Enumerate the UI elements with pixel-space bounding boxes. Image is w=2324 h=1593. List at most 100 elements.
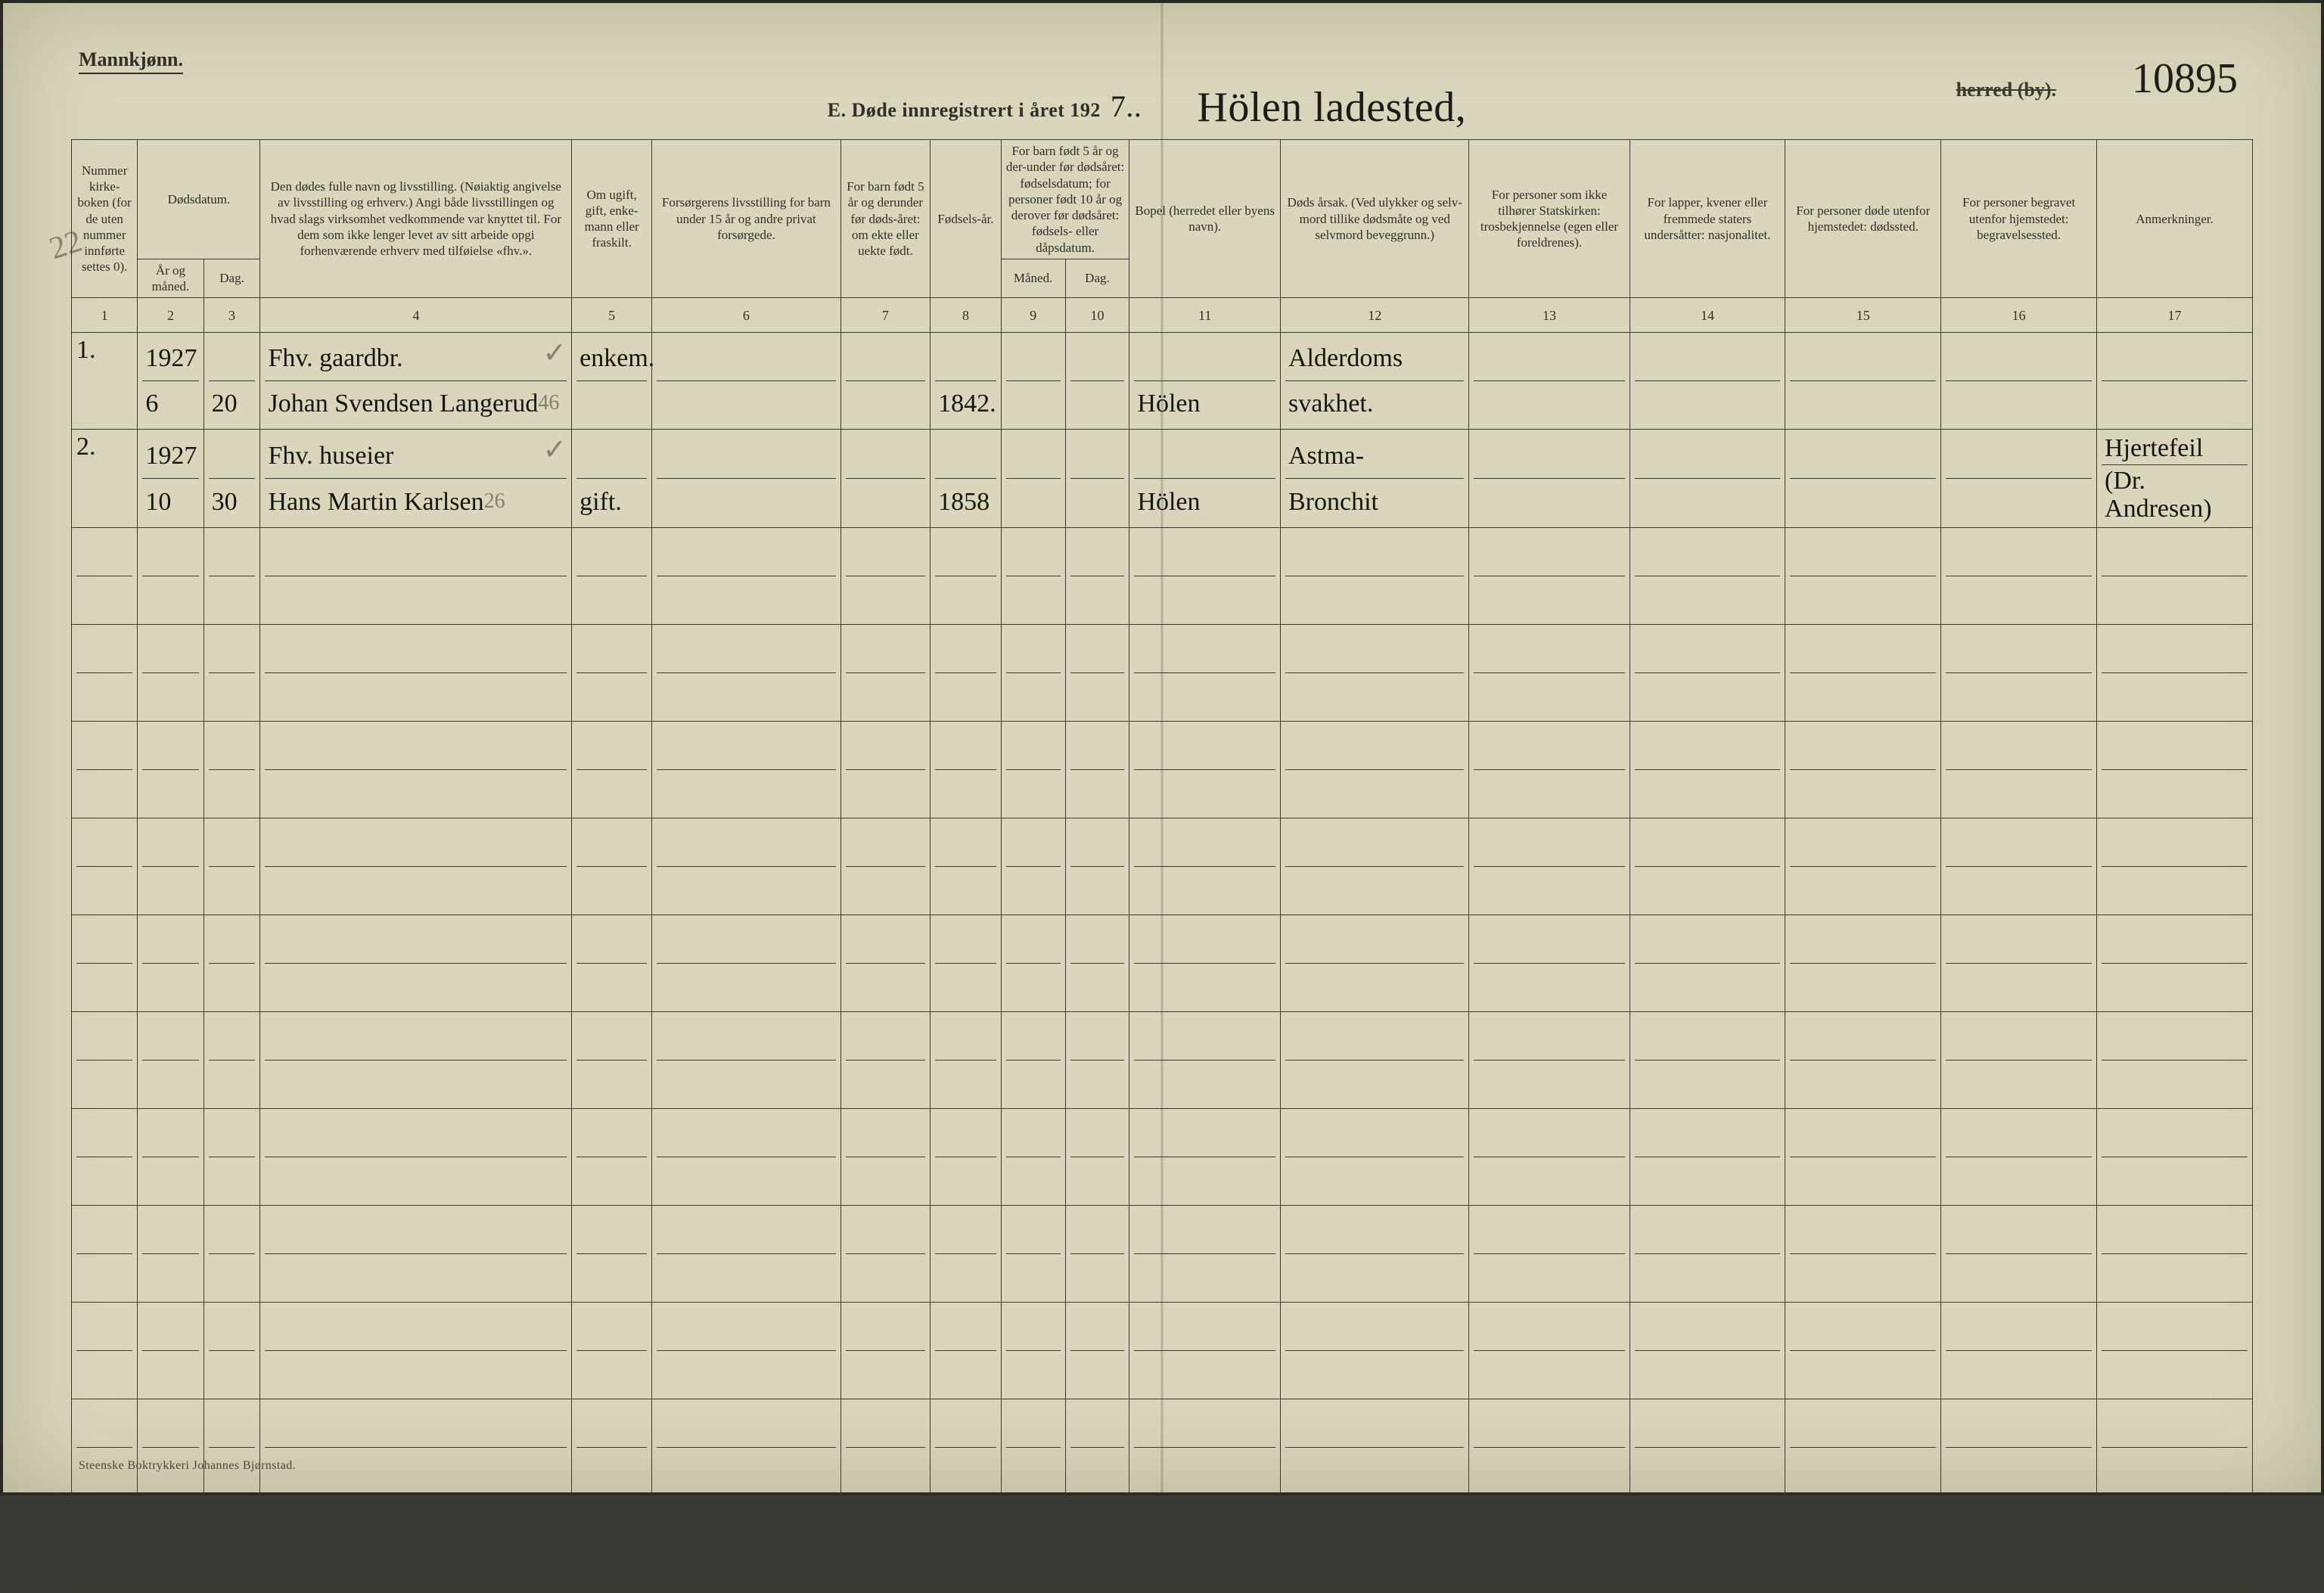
cell-blank	[1630, 528, 1785, 625]
cell-blank	[1065, 528, 1129, 625]
cell-blank	[572, 1399, 652, 1496]
cell-blank	[72, 625, 138, 722]
cell-notes	[2097, 333, 2253, 430]
cell-blank	[840, 528, 931, 625]
cell-blank	[1280, 528, 1468, 625]
cell-blank	[1785, 1206, 1941, 1303]
cell-blank	[260, 528, 572, 625]
cell-num: 1.	[72, 333, 138, 430]
cell-blank	[931, 1012, 1002, 1109]
cell-blank	[2097, 915, 2253, 1012]
cell-blank	[1129, 722, 1281, 818]
cell-blank	[652, 1206, 840, 1303]
cell-blank	[840, 1206, 931, 1303]
cell-top: Alderdoms	[1288, 344, 1403, 372]
cell-blank	[1785, 1303, 1941, 1399]
cell-blank	[1785, 1496, 1941, 1593]
cell-c15	[1785, 430, 1941, 528]
cell-blank	[260, 1012, 572, 1109]
col-header: Om ugift, gift, enke-mann eller fraskilt…	[572, 140, 652, 298]
table-row-blank	[72, 625, 2253, 722]
col-header: Den dødes fulle navn og livsstilling. (N…	[260, 140, 572, 298]
cell-blank	[2097, 528, 2253, 625]
cell-blank	[1785, 625, 1941, 722]
cell-blank	[1280, 1012, 1468, 1109]
cell-blank	[840, 818, 931, 915]
cell-blank	[1129, 1206, 1281, 1303]
cell-blank	[572, 1109, 652, 1206]
cell-blank	[138, 1399, 204, 1496]
cell-blank	[260, 1109, 572, 1206]
cell-top: Fhv. gaardbr.	[268, 344, 402, 372]
cell-blank	[931, 818, 1002, 915]
cell-blank	[572, 722, 652, 818]
cell-blank	[1941, 818, 2097, 915]
cell-blank	[1785, 1012, 1941, 1109]
table-row-blank	[72, 722, 2253, 818]
colnum: 14	[1630, 298, 1785, 333]
check-icon: ✓	[542, 336, 567, 372]
cell-blank	[138, 625, 204, 722]
cell-blank	[1001, 1012, 1065, 1109]
cell-blank	[1280, 1206, 1468, 1303]
cell-blank	[931, 1206, 1002, 1303]
cell-blank	[1469, 528, 1630, 625]
year-handwritten: 7..	[1111, 89, 1142, 123]
cell-top: Fhv. huseier	[268, 442, 393, 470]
cell-blank	[1129, 1303, 1281, 1399]
cell-name: Fhv. huseier✓Hans Martin Karlsen 26	[260, 430, 572, 528]
cell-blank	[72, 1206, 138, 1303]
cell-blank	[2097, 1496, 2253, 1593]
col-header: Dødsdatum.	[138, 140, 260, 259]
cell-blank	[1630, 625, 1785, 722]
cell-blank	[2097, 1303, 2253, 1399]
cell-blank	[260, 1303, 572, 1399]
cell-blank	[840, 915, 931, 1012]
cell-blank	[2097, 722, 2253, 818]
col-subheader: Måned.	[1001, 259, 1065, 298]
cell-bot: 30	[212, 488, 238, 516]
cell-blank	[204, 915, 260, 1012]
herred-printed: herred (by).	[1956, 79, 2056, 101]
cell-blank	[1065, 1206, 1129, 1303]
cell-blank	[931, 915, 1002, 1012]
pencil-annotation: 26	[484, 490, 505, 514]
cell-blank	[204, 1109, 260, 1206]
table-row-blank	[72, 915, 2253, 1012]
cell-blank	[260, 722, 572, 818]
cell-blank	[572, 1496, 652, 1593]
cell-blank	[840, 1399, 931, 1496]
cell-blank	[1280, 1303, 1468, 1399]
col-subheader: Dag.	[1065, 259, 1129, 298]
cell-blank	[1469, 1206, 1630, 1303]
cell-blank	[1280, 915, 1468, 1012]
col-header: Bopel (herredet eller byens navn).	[1129, 140, 1281, 298]
cell-blank	[2097, 625, 2253, 722]
table-row: 2.19271030Fhv. huseier✓Hans Martin Karls…	[72, 430, 2253, 528]
cell-blank	[138, 1012, 204, 1109]
cell-top: 1927	[145, 442, 197, 470]
cell-birth-day	[1065, 430, 1129, 528]
table-row-blank	[72, 528, 2253, 625]
cell-blank	[652, 915, 840, 1012]
cell-blank	[1065, 915, 1129, 1012]
cell-blank	[72, 1496, 138, 1593]
title-prefix: E. Døde innregistrert i året 192	[828, 99, 1101, 121]
cell-blank	[72, 1399, 138, 1496]
cell-birth-day	[1065, 333, 1129, 430]
cell-blank	[931, 1496, 1002, 1593]
cell-blank	[72, 528, 138, 625]
title-line: E. Døde innregistrert i året 192 7.. Höl…	[71, 79, 2253, 127]
cell-blank	[260, 915, 572, 1012]
cell-bot: 1858	[938, 488, 990, 516]
cell-cause: Alderdomssvakhet.	[1280, 333, 1468, 430]
cell-year-month: 19276	[138, 333, 204, 430]
cell-c14	[1630, 333, 1785, 430]
colnum: 2	[138, 298, 204, 333]
cell-blank	[1001, 1109, 1065, 1206]
cell-bot: Johan Svendsen Langerud	[268, 390, 538, 418]
cell-blank	[1941, 1012, 2097, 1109]
cell-bot: gift.	[579, 488, 622, 516]
cell-blank	[931, 1303, 1002, 1399]
cell-blank	[204, 1303, 260, 1399]
